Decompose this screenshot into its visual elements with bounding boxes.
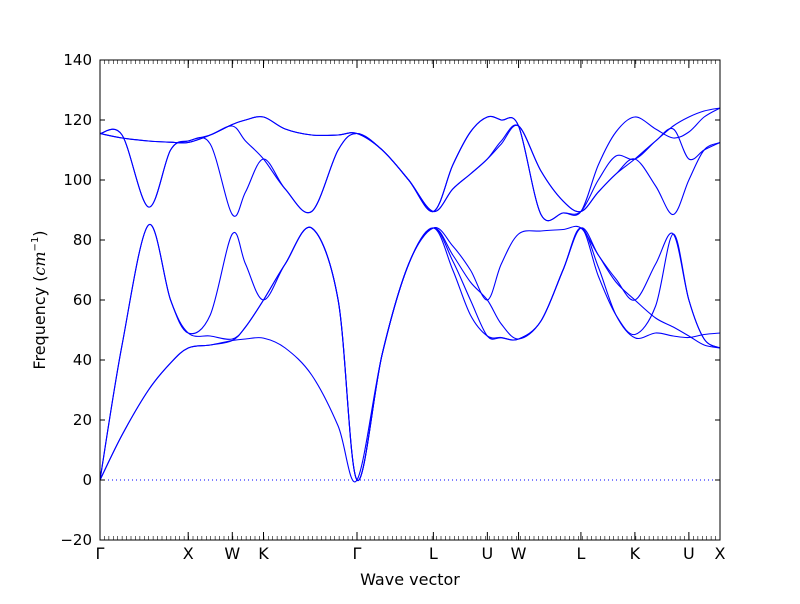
band-line-4 [100, 224, 720, 481]
band-line-3 [100, 224, 720, 481]
plot-frame [99, 59, 721, 541]
band-series [100, 107, 720, 483]
y-tick-label: 100 [63, 171, 92, 189]
x-tick-label: U [481, 544, 493, 563]
band-line-5 [100, 124, 720, 217]
x-tick-label: K [630, 544, 641, 563]
y-tick-label: 60 [73, 291, 92, 309]
x-tick-label: Γ [96, 544, 105, 563]
x-tick-label: L [576, 544, 585, 563]
x-tick-label: L [429, 544, 438, 563]
y-axis-label-unit: cm [30, 251, 49, 275]
y-axis-ticks: −20 0 20 40 60 80 100 120 140 [60, 51, 720, 549]
band-line-7 [100, 107, 720, 222]
band-line-8 [100, 107, 720, 222]
y-tick-label: 80 [73, 231, 92, 249]
y-tick-label: −20 [60, 531, 92, 549]
y-tick-label: 0 [82, 471, 92, 489]
x-tick-label: W [511, 544, 527, 563]
x-tick-label: W [224, 544, 240, 563]
y-tick-label: 20 [73, 411, 92, 429]
y-tick-label: 40 [73, 351, 92, 369]
band-line-6 [100, 124, 720, 214]
x-tick-label: K [258, 544, 269, 563]
y-tick-label: 140 [63, 51, 92, 69]
y-axis-label-close: ) [30, 230, 49, 236]
y-tick-label: 120 [63, 111, 92, 129]
y-axis-label-text: Frequency ( [30, 276, 49, 370]
y-axis-label: Frequency (cm−1) [30, 230, 49, 369]
x-tick-label: X [183, 544, 194, 563]
x-tick-label: U [683, 544, 695, 563]
x-minor-ticks [99, 60, 721, 540]
x-tick-label: Γ [353, 544, 362, 563]
x-tick-label: X [715, 544, 726, 563]
x-axis-label: Wave vector [360, 570, 460, 589]
band-line-1 [100, 227, 720, 483]
band-line-2 [100, 226, 720, 481]
y-axis-label-unit-exp: −1 [30, 237, 41, 252]
